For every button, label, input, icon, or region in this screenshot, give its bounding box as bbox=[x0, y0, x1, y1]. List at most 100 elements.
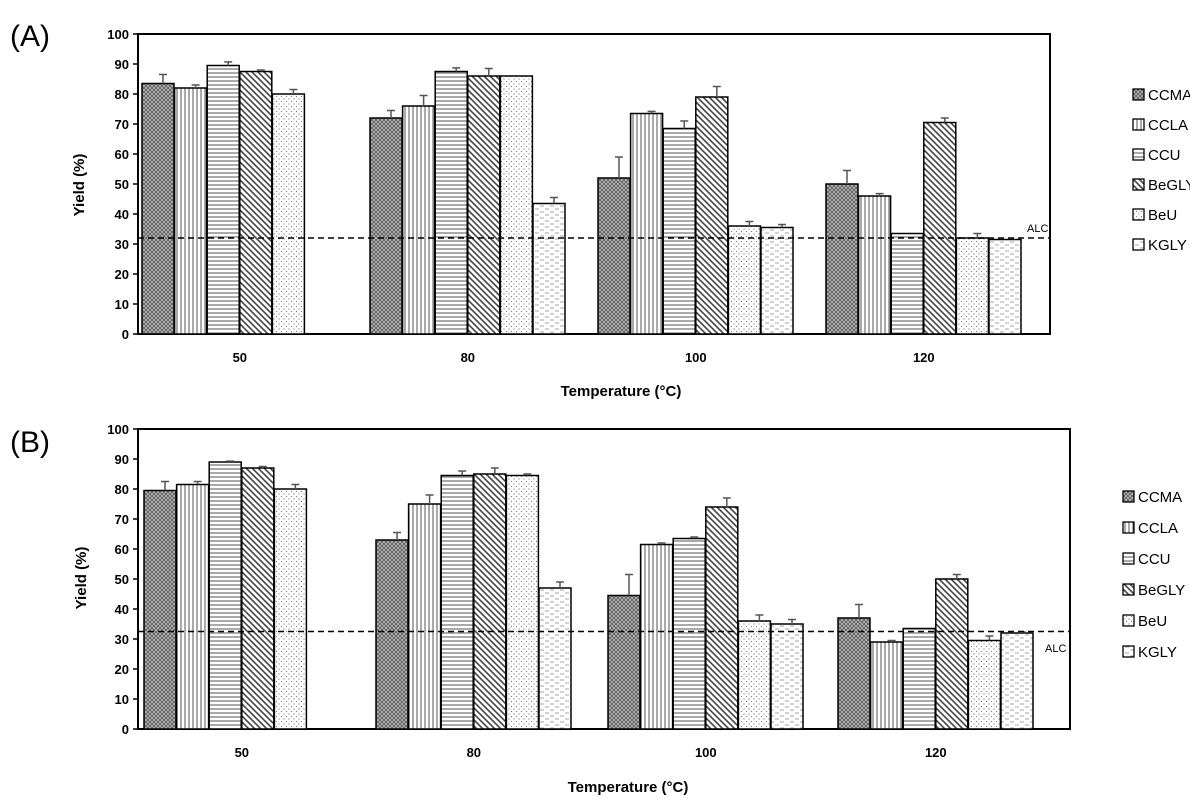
bar-ccu-50 bbox=[206, 64, 240, 335]
bar-beu-100 bbox=[727, 225, 762, 335]
bar-ccla-100 bbox=[639, 543, 674, 730]
y-tick-label: 80 bbox=[115, 482, 129, 497]
legend-swatch bbox=[1122, 614, 1135, 627]
bar-beu-120 bbox=[955, 237, 990, 335]
y-tick-label: 60 bbox=[115, 147, 129, 162]
bar-ccla-80 bbox=[407, 503, 442, 730]
legend-swatch bbox=[1132, 208, 1145, 221]
bar-beu-120 bbox=[967, 639, 1002, 730]
bar-ccla-120 bbox=[857, 195, 892, 335]
legend-label-ccla: CCLA bbox=[1138, 520, 1178, 537]
bar-kgly-120 bbox=[1000, 632, 1034, 730]
x-tick-label: 80 bbox=[461, 350, 475, 365]
bar-ccma-50 bbox=[141, 82, 175, 335]
y-tick-label: 40 bbox=[115, 207, 129, 222]
y-tick-label: 70 bbox=[115, 512, 129, 527]
legend-swatch bbox=[1122, 490, 1135, 503]
bar-ccu-100 bbox=[662, 127, 696, 335]
x-tick-label: 80 bbox=[467, 745, 481, 760]
legend-swatch bbox=[1122, 521, 1135, 534]
y-tick-label: 10 bbox=[115, 692, 129, 707]
bar-begly-100 bbox=[695, 96, 729, 335]
bar-ccma-100 bbox=[607, 594, 641, 730]
bar-ccu-120 bbox=[890, 232, 924, 335]
y-tick-label: 60 bbox=[115, 542, 129, 557]
y-tick-label: 30 bbox=[115, 237, 129, 252]
bar-begly-80 bbox=[467, 75, 501, 335]
legend-swatch bbox=[1122, 583, 1135, 596]
y-tick-label: 90 bbox=[115, 452, 129, 467]
y-tick-label: 90 bbox=[115, 57, 129, 72]
x-tick-label: 100 bbox=[695, 745, 717, 760]
bar-kgly-80 bbox=[532, 202, 566, 335]
bar-ccma-80 bbox=[369, 117, 403, 335]
x-axis-title: Temperature (°C) bbox=[568, 779, 689, 796]
legend-label-begly: BeGLY bbox=[1138, 582, 1185, 599]
bar-kgly-100 bbox=[760, 226, 794, 335]
bar-ccla-100 bbox=[629, 112, 664, 335]
bar-beu-80 bbox=[505, 474, 540, 730]
bar-ccma-80 bbox=[375, 539, 409, 730]
legend-swatch bbox=[1132, 238, 1145, 251]
bar-ccu-120 bbox=[902, 627, 936, 730]
legend-label-beu: BeU bbox=[1148, 207, 1177, 224]
legend-label-ccma: CCMA bbox=[1148, 87, 1190, 104]
bar-ccla-120 bbox=[869, 641, 904, 730]
y-tick-label: 20 bbox=[115, 267, 129, 282]
bar-ccla-80 bbox=[401, 105, 436, 335]
x-axis-title: Temperature (°C) bbox=[561, 383, 682, 400]
legend-swatch bbox=[1122, 552, 1135, 565]
bar-begly-120 bbox=[935, 578, 969, 730]
y-tick-label: 50 bbox=[115, 572, 129, 587]
legend-label-ccla: CCLA bbox=[1148, 117, 1188, 134]
legend-swatch bbox=[1132, 118, 1145, 131]
y-tick-label: 10 bbox=[115, 297, 129, 312]
bar-beu-100 bbox=[737, 620, 772, 730]
y-axis-title: Yield (%) bbox=[73, 547, 90, 610]
legend-label-ccma: CCMA bbox=[1138, 489, 1182, 506]
bar-ccma-100 bbox=[597, 177, 631, 335]
bar-ccu-100 bbox=[672, 537, 706, 730]
bar-ccla-50 bbox=[175, 483, 210, 730]
legend-swatch bbox=[1122, 645, 1135, 658]
bar-begly-100 bbox=[705, 506, 739, 730]
x-tick-label: 50 bbox=[233, 350, 247, 365]
bar-kgly-80 bbox=[538, 587, 572, 730]
panel-label: (A) bbox=[10, 20, 50, 53]
legend-label-beu: BeU bbox=[1138, 613, 1167, 630]
y-tick-label: 50 bbox=[115, 177, 129, 192]
x-tick-label: 100 bbox=[685, 350, 707, 365]
bar-ccla-50 bbox=[173, 87, 208, 335]
y-tick-label: 0 bbox=[122, 722, 129, 737]
y-axis-title: Yield (%) bbox=[71, 154, 88, 217]
y-tick-label: 80 bbox=[115, 87, 129, 102]
bar-ccu-80 bbox=[440, 474, 474, 730]
bar-kgly-100 bbox=[770, 623, 804, 730]
x-tick-label: 120 bbox=[925, 745, 947, 760]
y-tick-label: 100 bbox=[107, 27, 129, 42]
reference-line-label: ALC bbox=[1045, 643, 1066, 655]
bar-ccma-50 bbox=[143, 489, 177, 730]
y-tick-label: 20 bbox=[115, 662, 129, 677]
legend-label-kgly: KGLY bbox=[1148, 237, 1187, 254]
chart-panel-b: (B) Temperature (°C) Yield (%) ALC 0 10 20… bbox=[10, 422, 1185, 796]
panel-label: (B) bbox=[10, 426, 50, 459]
bar-begly-120 bbox=[923, 121, 957, 335]
y-tick-label: 40 bbox=[115, 602, 129, 617]
x-tick-label: 50 bbox=[235, 745, 249, 760]
bar-begly-50 bbox=[239, 70, 273, 335]
bar-beu-50 bbox=[273, 488, 308, 730]
bar-beu-80 bbox=[499, 75, 534, 335]
legend-label-ccu: CCU bbox=[1138, 551, 1171, 568]
legend-label-kgly: KGLY bbox=[1138, 644, 1177, 661]
y-tick-label: 0 bbox=[122, 327, 129, 342]
legend-swatch bbox=[1132, 88, 1145, 101]
bar-ccu-50 bbox=[208, 461, 242, 730]
y-tick-label: 70 bbox=[115, 117, 129, 132]
bar-beu-50 bbox=[271, 93, 306, 335]
bar-kgly-120 bbox=[988, 238, 1022, 335]
legend-label-ccu: CCU bbox=[1148, 147, 1181, 164]
reference-line-label: ALC bbox=[1027, 223, 1048, 235]
legend-swatch bbox=[1132, 148, 1145, 161]
